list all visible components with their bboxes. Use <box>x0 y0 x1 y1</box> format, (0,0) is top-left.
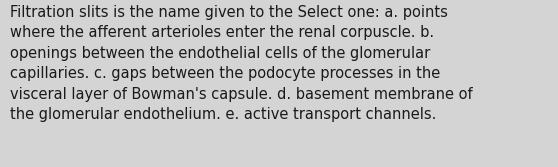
Text: Filtration slits is the name given to the Select one: a. points
where the affere: Filtration slits is the name given to th… <box>10 5 473 122</box>
